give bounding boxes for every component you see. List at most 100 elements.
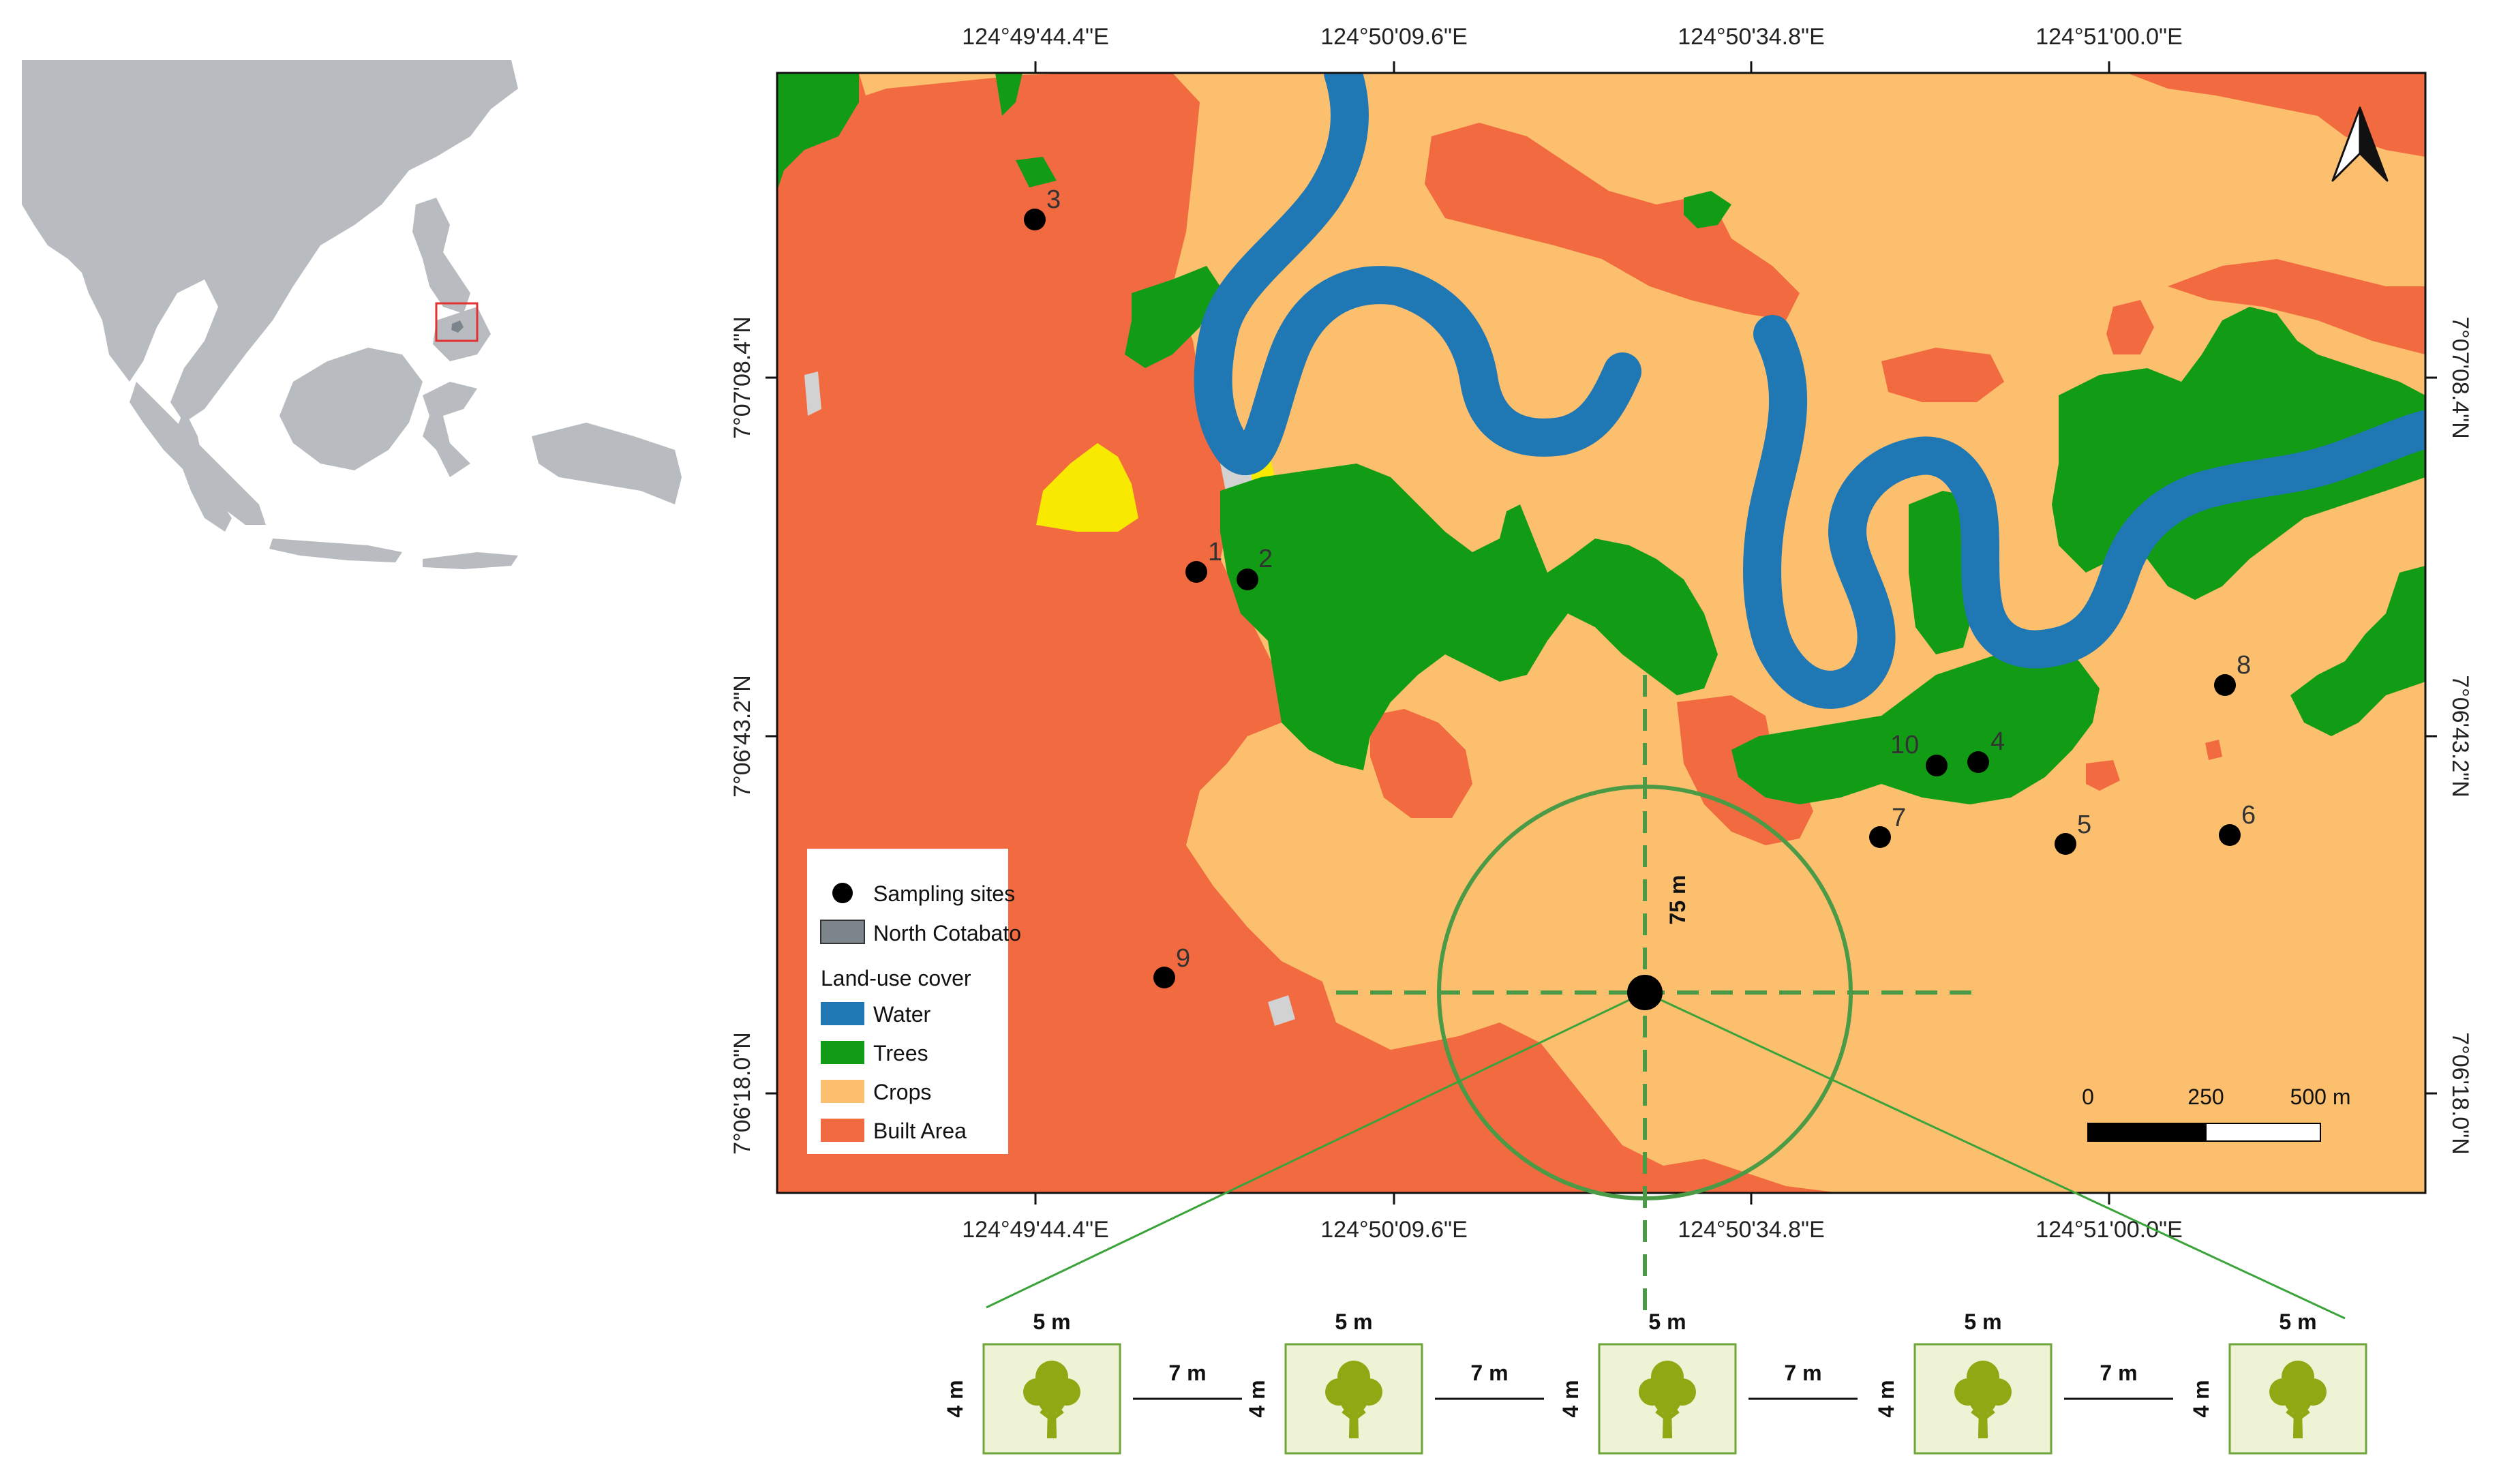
site-marker-1 <box>1185 561 1207 583</box>
zoom-line-right <box>1644 991 2346 1320</box>
scale-segment-light <box>2205 1123 2321 1142</box>
plot-width-label-1: 5 m <box>1033 1309 1070 1334</box>
bottom-tick-label-1: 124°49'44.4"E <box>962 1217 1109 1243</box>
inset-java <box>269 539 402 562</box>
built-area-north <box>1425 123 1800 320</box>
left-tick-label-2: 7°06'43.2"N <box>729 675 755 798</box>
site-label-8: 8 <box>2237 651 2251 680</box>
tree-icon <box>1325 1361 1382 1438</box>
inset-mainland <box>22 60 518 423</box>
right-tick-label-1: 7°07'08.4"N <box>2447 316 2473 439</box>
site-label-9: 9 <box>1176 944 1190 973</box>
plot-width-label-2: 5 m <box>1335 1309 1372 1334</box>
top-tick-label-2: 124°50'09.6"E <box>1320 24 1468 50</box>
sampling-design: 75 m <box>986 675 2346 1320</box>
trees-patch-3 <box>1125 266 1220 368</box>
site-label-5: 5 <box>2077 811 2091 839</box>
plot-width-label-4: 5 m <box>1964 1309 2001 1334</box>
site-marker-10 <box>1926 755 1948 776</box>
inset-borneo <box>279 348 423 470</box>
north-arrow-icon <box>2331 106 2389 182</box>
bare-yellow-patch <box>1036 443 1138 532</box>
scale-segment-dark <box>2087 1123 2207 1142</box>
legend-site-icon <box>832 883 853 903</box>
inset-study-area-box <box>435 302 479 342</box>
trees-northwest <box>777 73 859 191</box>
legend-sampling-sites: Sampling sites <box>873 881 1015 906</box>
plot-width-label-3: 5 m <box>1648 1309 1686 1334</box>
river-west <box>1194 73 1641 475</box>
right-tick-label-3: 7°06'18.0"N <box>2447 1032 2473 1155</box>
gap-label-4: 7 m <box>2100 1361 2137 1385</box>
built-area-patch-east <box>2086 760 2120 791</box>
inset-sumatra <box>130 382 266 525</box>
site-label-2: 2 <box>1258 545 1273 573</box>
site-marker-6 <box>2219 824 2241 846</box>
map-ticks <box>766 61 2437 1205</box>
legend-land-use-title: Land-use cover <box>821 966 971 990</box>
site-label-3: 3 <box>1046 185 1061 214</box>
plot-height-label-1: 4 m <box>943 1380 967 1417</box>
built-area-east-patch <box>2106 300 2154 354</box>
plot-height-label-5: 4 m <box>2189 1380 2213 1417</box>
radius-label: 75 m <box>1665 875 1690 925</box>
legend-built-swatch <box>821 1119 864 1142</box>
right-tick-label-2: 7°06'43.2"N <box>2447 675 2473 798</box>
trees-north-center <box>1684 191 1731 228</box>
trees-east-central <box>1731 641 2100 804</box>
site-marker-4 <box>1967 751 1989 773</box>
bottom-tick-label-3: 124°50'34.8"E <box>1678 1217 1825 1243</box>
sampling-sites: 1 2 3 4 5 6 7 8 9 10 <box>1024 185 2256 988</box>
legend-crops-swatch <box>821 1080 864 1103</box>
trees-patch-1 <box>995 73 1023 116</box>
tree-icon <box>2269 1361 2327 1438</box>
legend-cotabato-swatch <box>820 920 865 944</box>
bottom-tick-label-2: 124°50'09.6"E <box>1320 1217 1468 1243</box>
built-area-west <box>777 73 1841 1193</box>
tree-icon <box>1639 1361 1696 1438</box>
site-marker-3 <box>1024 209 1046 230</box>
left-tick-label-1: 7°07'08.4"N <box>729 316 755 439</box>
legend-built-area: Built Area <box>873 1119 967 1143</box>
tree-icon <box>1954 1361 2012 1438</box>
trees-east-south <box>2290 566 2425 736</box>
site-marker-2 <box>1237 569 1258 590</box>
site-label-1: 1 <box>1208 538 1222 566</box>
trees-patch-2 <box>1016 157 1057 187</box>
legend-crops: Crops <box>873 1080 931 1104</box>
bottom-tick-label-4: 124°51'00.0"E <box>2035 1217 2183 1243</box>
legend-north-cotabato: North Cotabato <box>873 921 1021 945</box>
plot-center-point <box>1627 975 1663 1010</box>
site-label-10: 10 <box>1890 731 1919 759</box>
inset-timor <box>423 552 518 569</box>
site-marker-7 <box>1869 826 1891 848</box>
gap-label-3: 7 m <box>1784 1361 1821 1385</box>
plot-height-label-4: 4 m <box>1874 1380 1898 1417</box>
scale-label-0: 0 <box>2082 1085 2094 1109</box>
zoom-line-left <box>986 991 1646 1309</box>
legend-trees-swatch <box>821 1041 864 1064</box>
site-marker-9 <box>1153 967 1175 988</box>
site-marker-8 <box>2214 674 2236 696</box>
inset-cotabato <box>451 320 464 333</box>
inset-sulawesi <box>423 382 477 477</box>
built-area-east <box>2168 259 2425 354</box>
legend: Sampling sites North Cotabato Land-use c… <box>807 849 1021 1154</box>
plot-height-label-2: 4 m <box>1245 1380 1269 1417</box>
inset-new-guinea <box>532 423 682 504</box>
tree-icon <box>1023 1361 1080 1438</box>
legend-trees: Trees <box>873 1041 928 1065</box>
scale-label-500: 500 m <box>2290 1085 2351 1109</box>
legend-water-swatch <box>821 1002 864 1025</box>
plot-width-label-5: 5 m <box>2279 1309 2316 1334</box>
land-cover-map <box>777 73 2425 1193</box>
top-tick-label-3: 124°50'34.8"E <box>1678 24 1825 50</box>
gap-label-2: 7 m <box>1470 1361 1508 1385</box>
inset-map <box>22 60 682 569</box>
built-area-small-1 <box>1881 348 2004 402</box>
left-tick-label-3: 7°06'18.0"N <box>729 1032 755 1155</box>
site-label-4: 4 <box>1990 727 2005 756</box>
inset-philippines <box>412 198 491 361</box>
plot-height-label-3: 4 m <box>1558 1380 1583 1417</box>
